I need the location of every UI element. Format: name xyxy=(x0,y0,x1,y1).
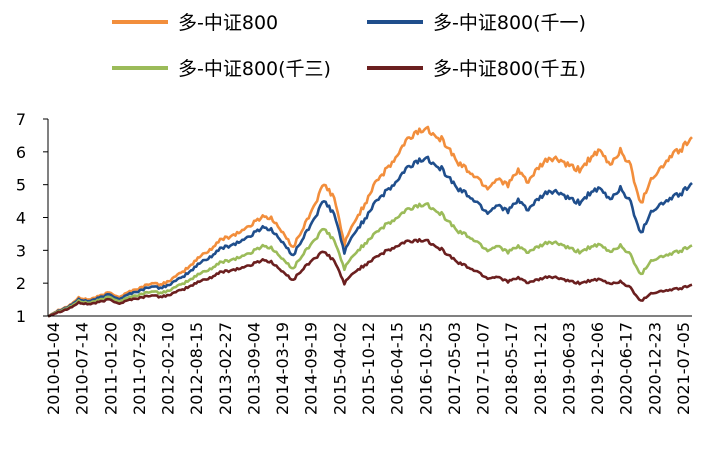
x-tick-label: 2012-02-10 xyxy=(159,322,178,415)
x-tick-label: 2014-09-19 xyxy=(302,322,321,415)
x-tick-label: 2017-05-03 xyxy=(445,322,464,415)
x-tick-label: 2021-07-05 xyxy=(674,322,693,415)
x-tick-label: 2018-05-17 xyxy=(502,322,521,415)
x-tick-label: 2019-12-06 xyxy=(588,322,607,415)
y-tick-label: 2 xyxy=(16,274,26,293)
x-tick-label: 2018-11-21 xyxy=(531,322,550,415)
x-tick-label: 2014-03-19 xyxy=(273,322,292,415)
y-ticks: 1 2 3 4 5 6 7 xyxy=(16,110,48,326)
y-tick-label: 6 xyxy=(16,143,26,162)
legend-label: 多-中证800 xyxy=(178,12,278,34)
y-tick-label: 1 xyxy=(16,307,26,326)
x-tick-label: 2016-04-15 xyxy=(388,322,407,415)
x-tick-label: 2011-01-20 xyxy=(101,322,120,415)
x-tick-label: 2020-06-17 xyxy=(617,322,636,415)
x-tick-label: 2015-10-12 xyxy=(359,322,378,415)
x-tick-label: 2013-02-27 xyxy=(216,322,235,415)
x-tick-label: 2017-11-07 xyxy=(474,322,493,415)
series-line xyxy=(47,125,693,318)
x-tick-label: 2020-12-23 xyxy=(645,322,664,415)
y-tick-label: 3 xyxy=(16,241,26,260)
y-tick-label: 7 xyxy=(16,110,26,129)
legend-label: 多-中证800(千三) xyxy=(178,58,331,80)
x-tick-label: 2015-04-02 xyxy=(330,322,349,415)
series-layer xyxy=(47,125,693,318)
series-line xyxy=(47,155,693,318)
series-line xyxy=(47,202,693,318)
x-tick-label: 2013-09-04 xyxy=(244,322,263,415)
y-tick-label: 5 xyxy=(16,176,26,195)
x-tick-label: 2016-10-25 xyxy=(416,322,435,415)
x-tick-label: 2019-06-03 xyxy=(559,322,578,415)
x-tick-label: 2012-08-15 xyxy=(187,322,206,415)
x-ticks: 2010-01-04 2010-07-14 2011-01-20 2011-07-29… xyxy=(44,322,693,415)
x-tick-label: 2010-07-14 xyxy=(73,322,92,415)
legend: 多-中证800 多-中证800(千一) 多-中证800(千三) 多-中证800(千五) xyxy=(112,12,586,80)
series-line xyxy=(47,238,693,318)
x-tick-label: 2011-07-29 xyxy=(130,322,149,415)
x-tick-label: 2010-01-04 xyxy=(44,322,63,415)
y-tick-label: 4 xyxy=(16,209,26,228)
legend-label: 多-中证800(千五) xyxy=(433,58,586,80)
legend-label: 多-中证800(千一) xyxy=(433,12,586,34)
